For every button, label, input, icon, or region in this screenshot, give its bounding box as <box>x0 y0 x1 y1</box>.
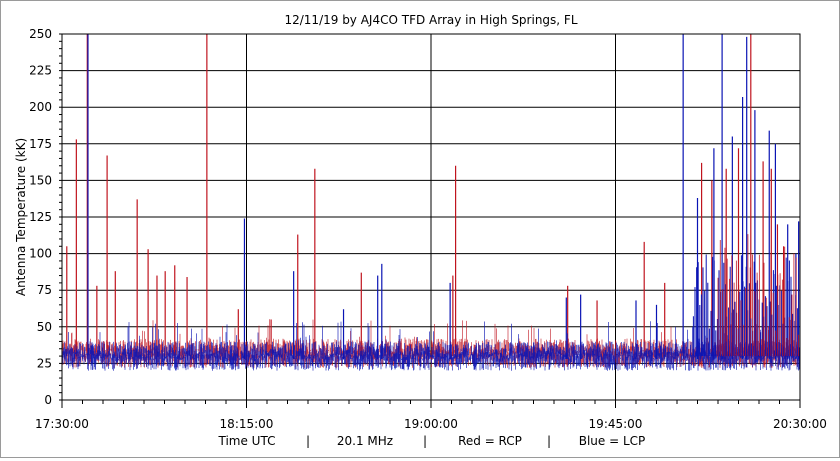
footer-time-utc: Time UTC <box>218 434 276 448</box>
x-tick-label: 19:00:00 <box>404 417 458 431</box>
footer-lcp-legend: Blue = LCP <box>579 434 646 448</box>
y-tick-label: 100 <box>29 247 52 261</box>
series-rcp-cluster-path <box>717 234 799 357</box>
y-axis-label: Antenna Temperature (kK) <box>14 138 28 296</box>
y-tick-label: 150 <box>29 173 52 187</box>
y-tick-label: 75 <box>37 283 52 297</box>
y-tick-label: 175 <box>29 137 52 151</box>
x-tick-label: 17:30:00 <box>35 417 89 431</box>
series-lcp-cluster <box>692 234 799 357</box>
y-tick-label: 200 <box>29 100 52 114</box>
x-tick-label: 20:30:00 <box>773 417 827 431</box>
series-noise-lcp <box>62 321 800 371</box>
chart-footer: Time UTC | 20.1 MHz | Red = RCP | Blue =… <box>218 434 646 448</box>
plot-area: 0 25 50 75 100 125 150 175 200 225 250 17:30:00 18:1… <box>29 27 827 431</box>
y-tick-label: 225 <box>29 64 52 78</box>
y-tick-label: 50 <box>37 320 52 334</box>
y-tick-label: 25 <box>37 356 52 370</box>
x-tick-label: 19:45:00 <box>589 417 643 431</box>
footer-rcp-legend: Red = RCP <box>458 434 522 448</box>
y-tick-label: 0 <box>44 393 52 407</box>
plot-border <box>61 33 801 401</box>
footer-frequency: 20.1 MHz <box>337 434 393 448</box>
footer-sep-1: | <box>306 434 310 448</box>
x-tick-label: 18:15:00 <box>220 417 274 431</box>
chart-title: 12/11/19 by AJ4CO TFD Array in High Spri… <box>284 13 577 27</box>
footer-sep-2: | <box>423 434 427 448</box>
footer-sep-3: | <box>547 434 551 448</box>
y-tick-label: 125 <box>29 210 52 224</box>
y-tick-label: 250 <box>29 27 52 41</box>
